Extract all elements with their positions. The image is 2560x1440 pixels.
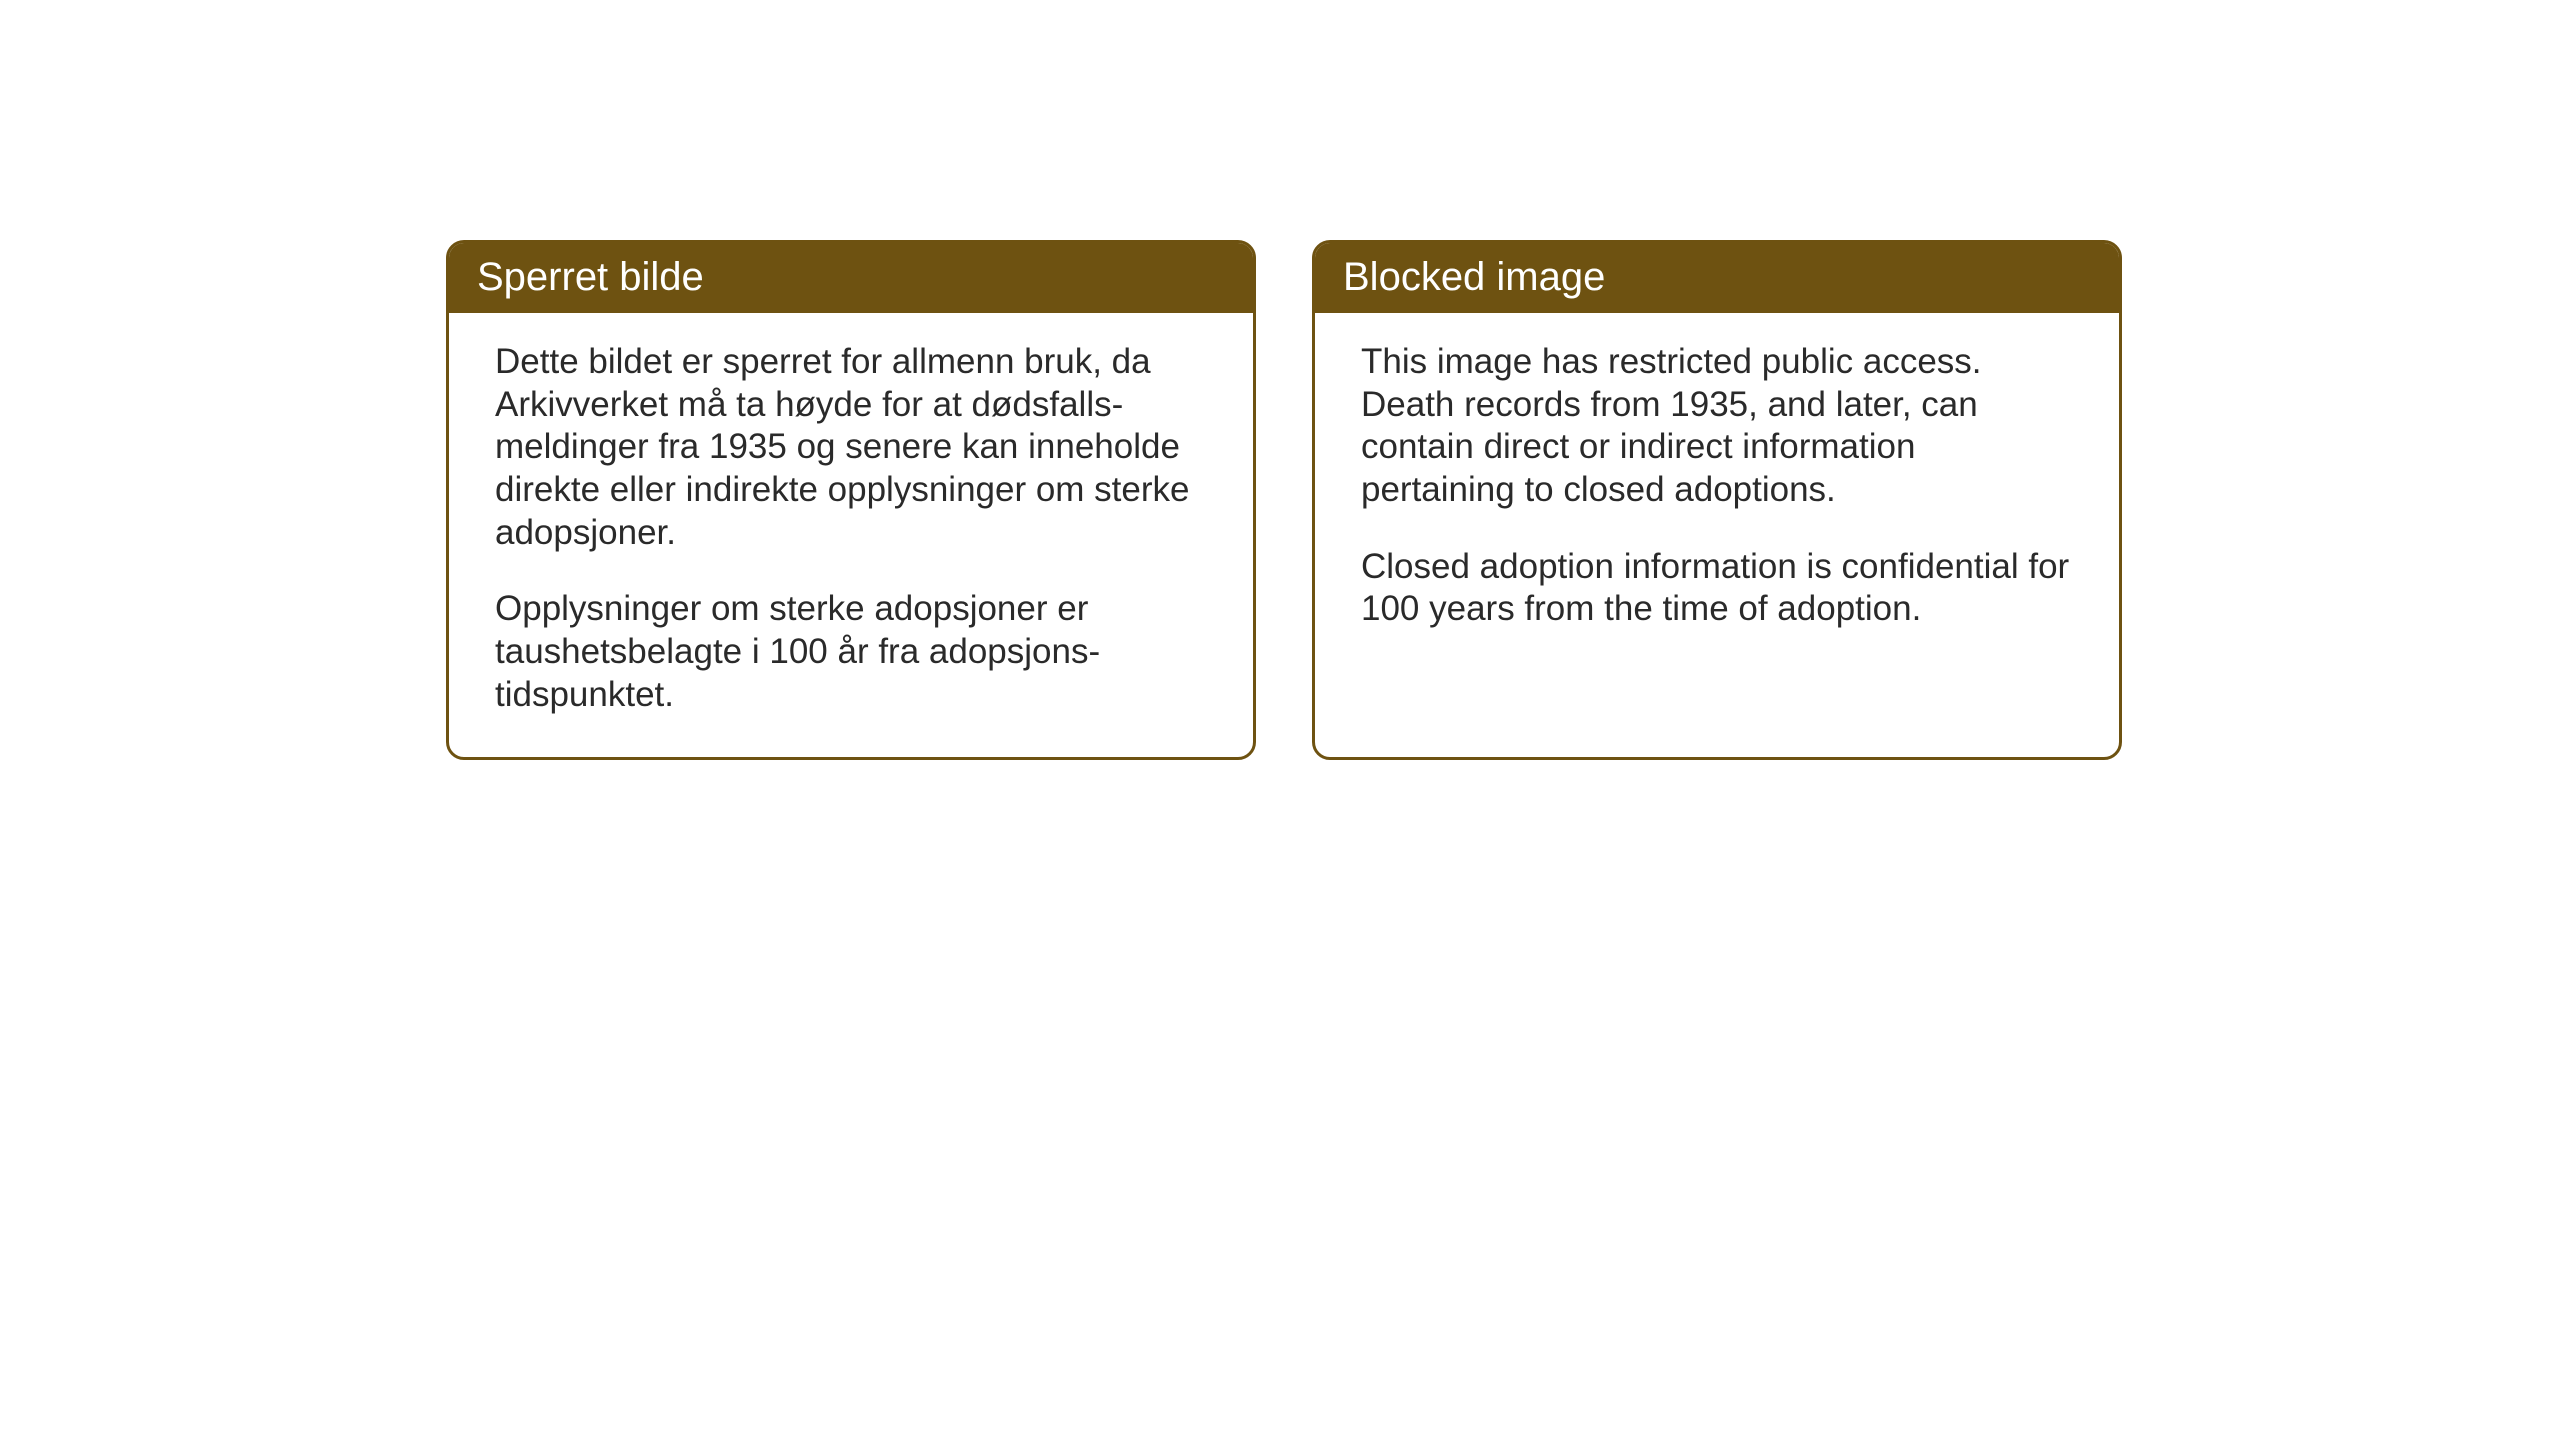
notice-card-english: Blocked image This image has restricted … <box>1312 240 2122 760</box>
card-header-norwegian: Sperret bilde <box>449 243 1253 313</box>
card-body-norwegian: Dette bildet er sperret for allmenn bruk… <box>449 313 1253 757</box>
card-paragraph: This image has restricted public access.… <box>1361 341 2073 512</box>
card-title: Sperret bilde <box>477 255 704 299</box>
card-paragraph: Closed adoption information is confident… <box>1361 546 2073 631</box>
card-paragraph: Opplysninger om sterke adopsjoner er tau… <box>495 588 1207 716</box>
notice-card-norwegian: Sperret bilde Dette bildet er sperret fo… <box>446 240 1256 760</box>
card-paragraph: Dette bildet er sperret for allmenn bruk… <box>495 341 1207 554</box>
card-header-english: Blocked image <box>1315 243 2119 313</box>
card-body-english: This image has restricted public access.… <box>1315 313 2119 733</box>
card-title: Blocked image <box>1343 255 1605 299</box>
notice-container: Sperret bilde Dette bildet er sperret fo… <box>446 240 2122 760</box>
